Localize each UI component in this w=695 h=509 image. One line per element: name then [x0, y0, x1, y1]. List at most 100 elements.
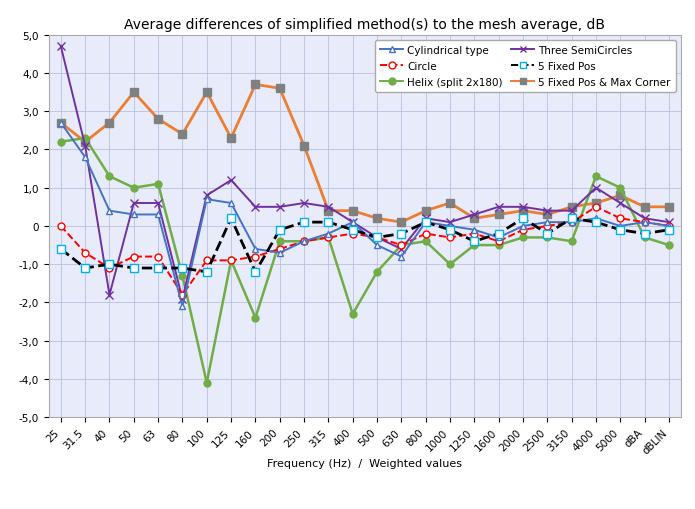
Cylindrical type — [421, 220, 430, 226]
Helix (split 2x180) — [519, 235, 528, 241]
Circle — [373, 235, 382, 241]
X-axis label: Frequency (Hz)  /  Weighted values: Frequency (Hz) / Weighted values — [268, 458, 462, 468]
5 Fixed Pos & Max Corner — [300, 144, 309, 150]
5 Fixed Pos — [421, 220, 430, 226]
Circle — [665, 223, 673, 230]
Circle — [203, 258, 211, 264]
Circle — [325, 235, 333, 241]
Circle — [349, 231, 357, 237]
Circle — [57, 223, 65, 230]
5 Fixed Pos & Max Corner — [130, 90, 138, 96]
5 Fixed Pos — [300, 220, 309, 226]
5 Fixed Pos — [275, 227, 284, 233]
5 Fixed Pos & Max Corner — [325, 208, 333, 214]
Line: Helix (split 2x180): Helix (split 2x180) — [58, 135, 672, 386]
Helix (split 2x180) — [275, 239, 284, 245]
5 Fixed Pos & Max Corner — [519, 208, 528, 214]
Helix (split 2x180) — [471, 242, 479, 248]
5 Fixed Pos — [130, 266, 138, 272]
5 Fixed Pos — [665, 227, 673, 233]
5 Fixed Pos & Max Corner — [543, 212, 552, 218]
Circle — [519, 227, 528, 233]
Helix (split 2x180) — [300, 239, 309, 245]
5 Fixed Pos & Max Corner — [665, 204, 673, 211]
Line: 5 Fixed Pos & Max Corner: 5 Fixed Pos & Max Corner — [57, 81, 673, 227]
Helix (split 2x180) — [373, 269, 382, 275]
Three SemiCircles — [106, 292, 114, 298]
Helix (split 2x180) — [665, 242, 673, 248]
5 Fixed Pos & Max Corner — [154, 117, 163, 123]
Three SemiCircles — [421, 216, 430, 222]
Cylindrical type — [349, 220, 357, 226]
Line: 5 Fixed Pos: 5 Fixed Pos — [57, 215, 673, 276]
Helix (split 2x180) — [592, 174, 600, 180]
Circle — [616, 216, 625, 222]
Three SemiCircles — [81, 144, 90, 150]
Three SemiCircles — [495, 204, 503, 211]
Circle — [421, 231, 430, 237]
Cylindrical type — [592, 216, 600, 222]
Circle — [641, 220, 649, 226]
Three SemiCircles — [203, 193, 211, 199]
5 Fixed Pos — [57, 246, 65, 252]
Three SemiCircles — [446, 220, 455, 226]
5 Fixed Pos — [349, 227, 357, 233]
5 Fixed Pos — [252, 269, 260, 275]
Circle — [81, 250, 90, 256]
Line: Cylindrical type: Cylindrical type — [58, 120, 672, 310]
Title: Average differences of simplified method(s) to the mesh average, dB: Average differences of simplified method… — [124, 18, 605, 32]
5 Fixed Pos — [203, 269, 211, 275]
Circle — [154, 254, 163, 260]
Cylindrical type — [203, 196, 211, 203]
5 Fixed Pos — [446, 227, 455, 233]
Cylindrical type — [106, 208, 114, 214]
Cylindrical type — [568, 220, 576, 226]
Three SemiCircles — [227, 178, 236, 184]
Cylindrical type — [227, 201, 236, 207]
5 Fixed Pos & Max Corner — [349, 208, 357, 214]
Cylindrical type — [543, 220, 552, 226]
Circle — [471, 231, 479, 237]
5 Fixed Pos & Max Corner — [568, 204, 576, 211]
Three SemiCircles — [154, 201, 163, 207]
Cylindrical type — [373, 242, 382, 248]
Cylindrical type — [130, 212, 138, 218]
Circle — [446, 235, 455, 241]
Circle — [106, 266, 114, 272]
Circle — [227, 258, 236, 264]
Circle — [398, 242, 406, 248]
Three SemiCircles — [568, 208, 576, 214]
Three SemiCircles — [252, 204, 260, 211]
Helix (split 2x180) — [421, 239, 430, 245]
Circle — [252, 254, 260, 260]
Three SemiCircles — [130, 201, 138, 207]
Circle — [495, 239, 503, 245]
Cylindrical type — [665, 223, 673, 230]
5 Fixed Pos & Max Corner — [81, 139, 90, 146]
Cylindrical type — [641, 220, 649, 226]
5 Fixed Pos — [568, 216, 576, 222]
Helix (split 2x180) — [616, 185, 625, 191]
5 Fixed Pos — [179, 266, 187, 272]
Three SemiCircles — [398, 246, 406, 252]
Three SemiCircles — [275, 204, 284, 211]
Three SemiCircles — [179, 296, 187, 302]
Cylindrical type — [495, 235, 503, 241]
5 Fixed Pos — [398, 231, 406, 237]
Helix (split 2x180) — [81, 135, 90, 142]
5 Fixed Pos — [227, 216, 236, 222]
5 Fixed Pos — [325, 220, 333, 226]
5 Fixed Pos & Max Corner — [616, 193, 625, 199]
Circle — [300, 239, 309, 245]
Cylindrical type — [252, 246, 260, 252]
Three SemiCircles — [665, 220, 673, 226]
Helix (split 2x180) — [179, 273, 187, 279]
Cylindrical type — [300, 239, 309, 245]
Three SemiCircles — [325, 204, 333, 211]
Cylindrical type — [616, 223, 625, 230]
Helix (split 2x180) — [398, 242, 406, 248]
5 Fixed Pos & Max Corner — [373, 216, 382, 222]
Three SemiCircles — [592, 185, 600, 191]
Line: Three SemiCircles: Three SemiCircles — [57, 43, 673, 303]
Legend: Cylindrical type, Circle, Helix (split 2x180), Three SemiCircles, 5 Fixed Pos, 5: Cylindrical type, Circle, Helix (split 2… — [375, 41, 676, 93]
